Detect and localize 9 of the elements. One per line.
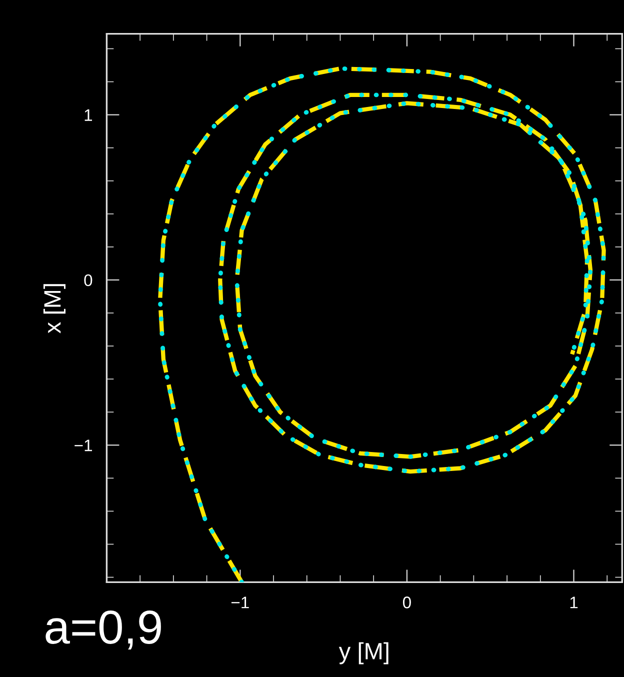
x-tick-label: 0 — [402, 596, 411, 608]
x-tick-label: −1 — [231, 596, 249, 608]
y-tick-label: −1 — [74, 440, 92, 452]
text: a=0,9 — [46, 610, 161, 650]
y-tick-label: 1 — [84, 109, 92, 121]
y-tick-label: 0 — [84, 274, 92, 286]
x-axis-title: y [M] — [338, 642, 388, 664]
x-tick-label: 1 — [570, 596, 578, 608]
y-axis-title: x [M] — [43, 284, 66, 334]
